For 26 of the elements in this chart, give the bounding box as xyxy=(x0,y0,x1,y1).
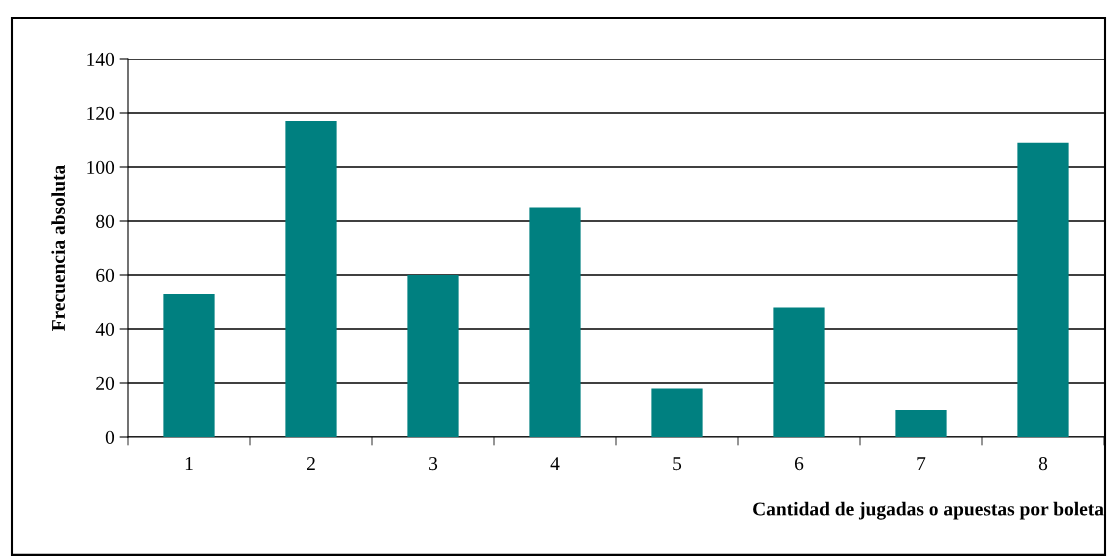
bar xyxy=(651,388,703,437)
y-tick-label: 40 xyxy=(95,322,115,336)
bar xyxy=(407,275,459,437)
x-tick-label: 5 xyxy=(673,457,682,471)
x-tick-label: 3 xyxy=(429,457,438,471)
y-tick-label: 60 xyxy=(96,268,115,282)
y-tick-label: 100 xyxy=(87,160,115,174)
x-tick-label: 7 xyxy=(917,457,926,470)
x-tick-label: 4 xyxy=(550,457,560,470)
y-tick-label: 120 xyxy=(87,106,115,120)
x-axis-title: Cantidad de jugadas o apuestas por boleta xyxy=(753,501,1104,520)
bar xyxy=(895,410,947,437)
x-tick-label: 2 xyxy=(306,457,315,470)
x-tick-label: 8 xyxy=(1038,457,1048,471)
bar xyxy=(163,293,215,437)
x-tick-label: 1 xyxy=(185,457,193,470)
bar xyxy=(773,307,825,437)
y-axis-title: Frecuencia absoluta xyxy=(51,165,66,331)
x-tick-label: 6 xyxy=(794,457,804,471)
y-tick-label: 80 xyxy=(96,214,115,228)
bar xyxy=(529,207,581,437)
bar xyxy=(285,121,337,437)
y-tick-label: 140 xyxy=(87,52,115,66)
y-tick-label: 20 xyxy=(96,376,115,390)
bar xyxy=(1017,142,1069,437)
y-tick-label: 0 xyxy=(105,430,115,444)
